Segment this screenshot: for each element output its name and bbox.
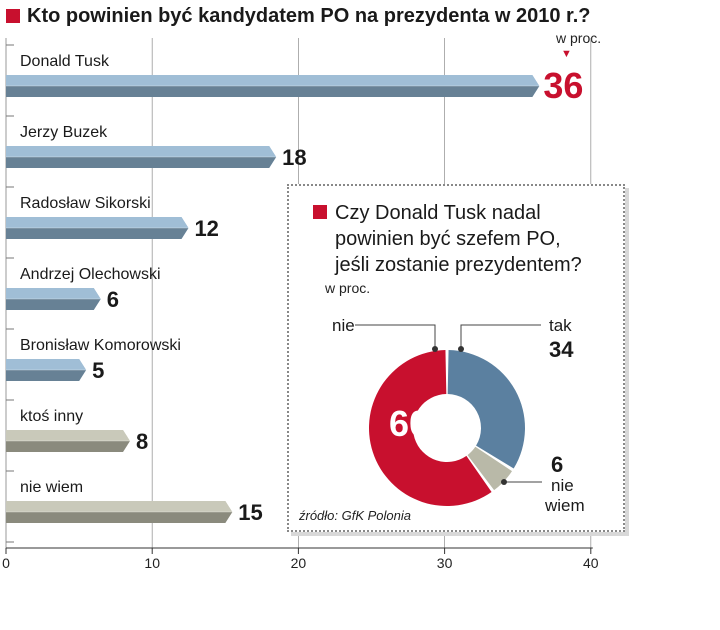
bar-value-nie-wiem: 15	[238, 500, 262, 525]
bar-bottom-face	[6, 441, 130, 452]
leader-line-nie	[355, 324, 436, 349]
inset-title-line-1: Czy Donald Tusk nadal	[335, 202, 541, 224]
bar-bottom-face	[6, 86, 540, 97]
pie-label-nie-wiem-line-2: wiem	[545, 496, 585, 515]
chart-title-text: Kto powinien być kandydatem PO na prezyd…	[27, 4, 591, 27]
bar-top-face	[6, 217, 189, 228]
bar-label-donald-tusk: Donald Tusk	[20, 53, 110, 70]
bar-bottom-face	[6, 370, 87, 381]
bar-value-donald-tusk: 36	[543, 65, 583, 106]
inset-panel: 60 Czy Donald Tusk nadal powinien być sz…	[287, 184, 625, 532]
pie-slice-nie	[369, 350, 492, 506]
bar-top-face	[6, 501, 233, 512]
bar-label-jerzy-buzek: Jerzy Buzek	[20, 124, 108, 141]
bar-label-ktos-inny: ktoś inny	[20, 408, 83, 425]
bar-top-face	[6, 359, 87, 370]
pie-value-nie-wiem: 6	[551, 452, 564, 477]
bar-value-bronislaw-komorowski: 5	[92, 358, 104, 383]
x-tick-label: 20	[291, 555, 307, 571]
bar-value-jerzy-buzek: 18	[282, 145, 306, 170]
x-tick-label: 10	[144, 555, 160, 571]
pie-value-tak: 34	[549, 337, 574, 362]
bar-value-radoslaw-sikorski: 12	[194, 216, 218, 241]
x-tick-label: 30	[437, 555, 453, 571]
x-tick-label: 40	[583, 555, 599, 571]
bar-label-radoslaw-sikorski: Radosław Sikorski	[20, 195, 151, 212]
bar-top-face	[6, 430, 130, 441]
bar-top-face	[6, 146, 277, 157]
donut-chart: 60	[355, 324, 542, 506]
title-square-icon	[6, 9, 20, 23]
inset-title-line-3: jeśli zostanie prezydentem?	[335, 254, 582, 276]
bar-top-face	[6, 75, 540, 86]
pie-slice-tak	[447, 350, 525, 469]
bar-bottom-face	[6, 299, 101, 310]
leader-line-tak	[460, 324, 541, 349]
x-tick-label: 0	[2, 555, 10, 571]
leader-dot-nie-wiem	[501, 479, 507, 485]
pie-label-tak: tak	[549, 316, 572, 335]
bar-bottom-face	[6, 228, 189, 239]
bar-label-nie-wiem: nie wiem	[20, 479, 83, 496]
bar-bottom-face	[6, 512, 233, 523]
unit-label: w proc.	[556, 30, 602, 46]
bar-value-andrzej-olechowski: 6	[107, 287, 119, 312]
leader-dot-tak	[458, 346, 464, 352]
inset-title-square-icon	[313, 205, 327, 219]
bar-bottom-face	[6, 157, 277, 168]
chart-title: Kto powinien być kandydatem PO na prezyd…	[6, 4, 591, 28]
inset-title-line-2: powinien być szefem PO,	[335, 228, 561, 250]
bar-value-ktos-inny: 8	[136, 429, 148, 454]
unit-arrow-icon: ▼	[561, 48, 572, 60]
leader-dot-nie	[432, 346, 438, 352]
source-note: źródło: GfK Polonia	[299, 508, 412, 523]
inset-unit-label: w proc.	[325, 280, 371, 296]
bar-label-bronislaw-komorowski: Bronisław Komorowski	[20, 337, 181, 354]
pie-label-nie: nie	[332, 316, 355, 335]
pie-value-nie: 60	[389, 403, 429, 444]
bar-label-andrzej-olechowski: Andrzej Olechowski	[20, 266, 161, 283]
pie-slice-nie-wiem	[467, 446, 513, 491]
bar-top-face	[6, 288, 101, 299]
pie-label-nie-wiem-line-1: nie	[551, 476, 574, 495]
